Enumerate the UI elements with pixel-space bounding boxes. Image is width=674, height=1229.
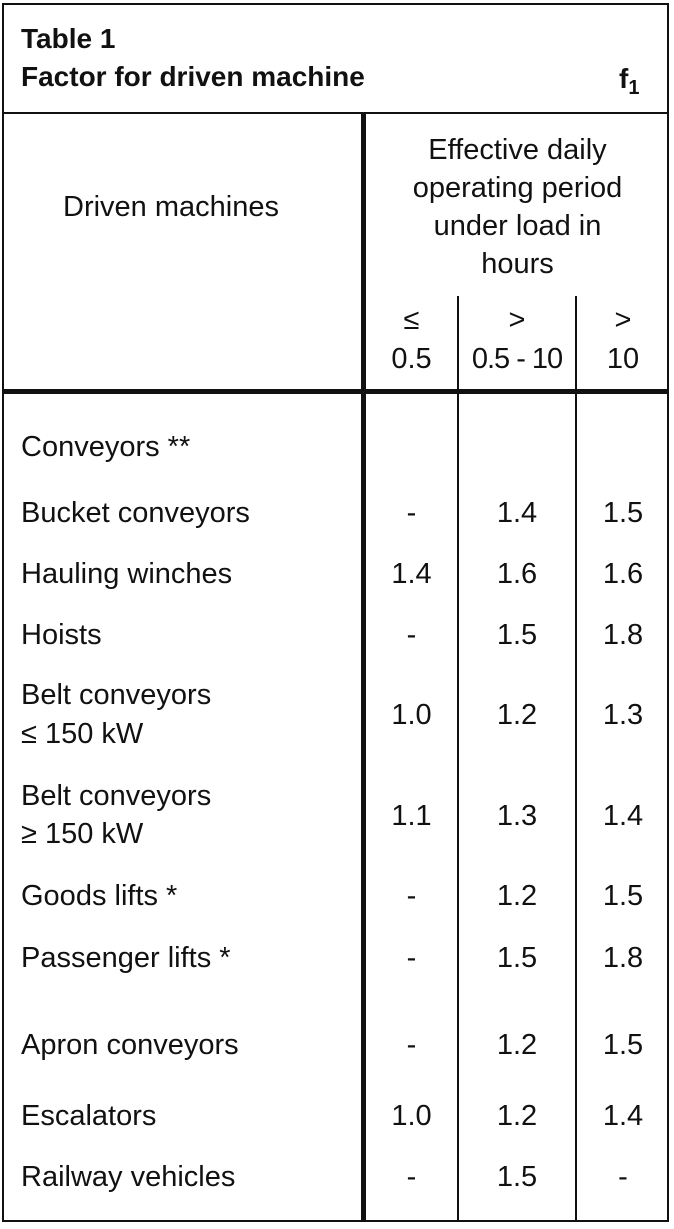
period-header-line-4: hours (481, 248, 554, 280)
table-cell: 1.4 (391, 558, 432, 590)
table-cell: 1.2 (496, 1029, 538, 1061)
row-label-hauling-winches: Hauling winches (21, 558, 233, 590)
table-title: Table 1 (21, 23, 116, 54)
table-cell: - (618, 1161, 628, 1193)
table-cell: 1.4 (602, 1100, 644, 1132)
subheader-range-value: 0.5 - 10 (471, 343, 563, 375)
table-cell: 1.2 (496, 699, 538, 731)
table-cell: 1.4 (602, 800, 644, 832)
table-cell: 1.5 (496, 619, 538, 651)
table-cell: 1.8 (602, 942, 644, 974)
table-cell: 1.2 (496, 1100, 538, 1132)
table-cell: 1.0 (391, 699, 432, 731)
table-cell: - (406, 942, 417, 974)
table-cell: 1.5 (602, 880, 644, 912)
table-cell: 1.3 (602, 699, 644, 731)
factor-subscript: 1 (628, 77, 640, 99)
row-label-belt-conveyors-ge-power: ≥ 150 kW (21, 818, 144, 850)
table-cell: 1.1 (391, 800, 432, 832)
table-cell: 1.8 (602, 619, 644, 651)
subheader-gt-value: 10 (606, 343, 640, 375)
row-label-railway-vehicles: Railway vehicles (21, 1161, 236, 1193)
row-label-belt-conveyors-le: Belt conveyors (21, 679, 212, 711)
subheader-le-value: 0.5 (391, 343, 432, 375)
table-cell: 1.5 (496, 1161, 538, 1193)
subheader-le-symbol: ≤ (403, 304, 420, 336)
title-divider (2, 112, 669, 114)
table-cell: 1.0 (391, 1100, 432, 1132)
row-label-apron-conveyors: Apron conveyors (21, 1029, 239, 1061)
table-cell: 1.5 (602, 1029, 644, 1061)
table-cell: 1.5 (496, 942, 538, 974)
header-divider (2, 389, 669, 394)
table-cell: 1.6 (496, 558, 538, 590)
driven-machines-header: Driven machines (63, 191, 279, 223)
subheader-gt-symbol: > (614, 304, 632, 336)
row-label-passenger-lifts: Passenger lifts * (21, 942, 231, 974)
period-header-line-2: operating period (412, 172, 623, 204)
table-cell: - (406, 1029, 417, 1061)
table-cell: - (406, 619, 417, 651)
machines-column-divider (361, 113, 366, 1222)
row-label-bucket-conveyors: Bucket conveyors (21, 497, 250, 529)
row-label-goods-lifts: Goods lifts * (21, 880, 178, 912)
table-cell: - (406, 497, 417, 529)
row-label-hoists: Hoists (21, 619, 102, 651)
table-cell: - (406, 880, 417, 912)
row-label-belt-conveyors-ge: Belt conveyors (21, 780, 212, 812)
period-header-line-3: under load in (433, 210, 602, 242)
column-divider-2 (575, 296, 577, 1222)
table-cell: 1.4 (496, 497, 538, 529)
row-label-conveyors: Conveyors ** (21, 431, 191, 463)
subheader-range-symbol: > (508, 304, 526, 336)
factor-symbol: f1 (619, 60, 639, 107)
table-cell: - (406, 1161, 417, 1193)
column-divider-1 (457, 296, 459, 1222)
period-header-line-1: Effective daily (428, 134, 607, 166)
table-cell: 1.2 (496, 880, 538, 912)
table-cell: 1.6 (602, 558, 644, 590)
table-subtitle: Factor for driven machine (21, 61, 365, 92)
row-label-belt-conveyors-le-power: ≤ 150 kW (21, 718, 144, 750)
table-cell: 1.5 (602, 497, 644, 529)
table-frame (2, 3, 669, 1222)
factor-letter: f (619, 63, 629, 94)
table-cell: 1.3 (496, 800, 538, 832)
row-label-escalators: Escalators (21, 1100, 157, 1132)
